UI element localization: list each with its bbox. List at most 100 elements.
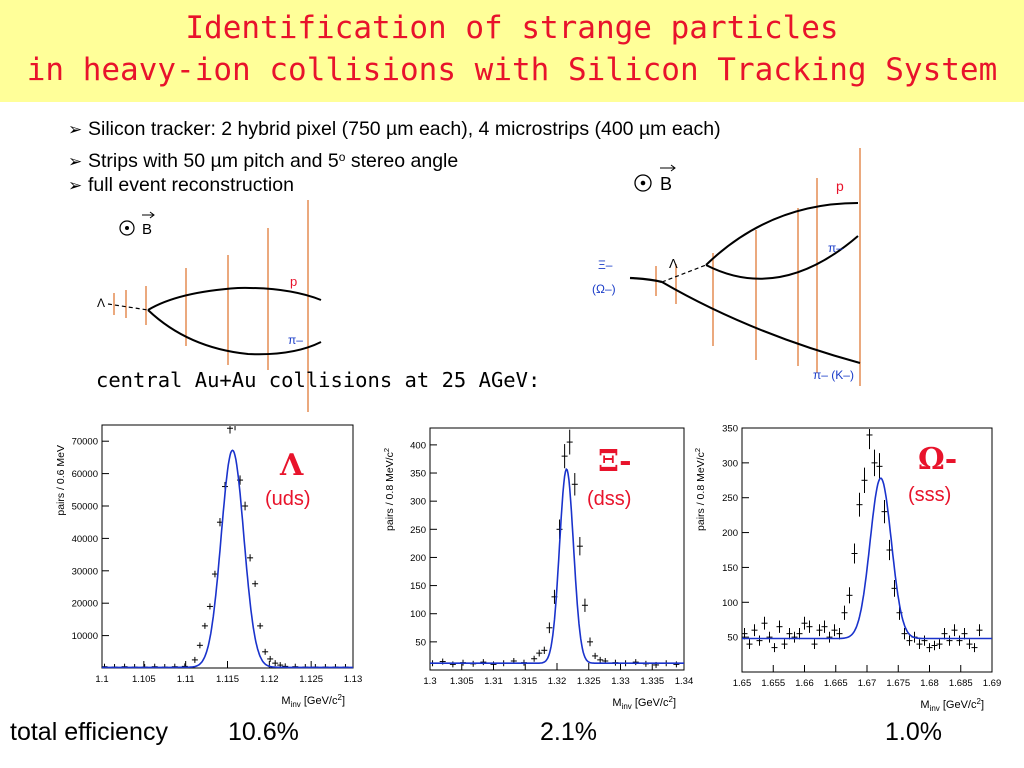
fit-curve [430, 467, 684, 664]
bullet-list: ➢ Silicon tracker: 2 hybrid pixel (750 µm… [68, 115, 721, 199]
data-point [786, 627, 793, 640]
field-dot-icon [125, 226, 129, 230]
data-point [561, 444, 568, 469]
arrow-bullet-icon: ➢ [68, 120, 83, 139]
slide-title-line-1: Identification of strange particles [185, 10, 839, 46]
y-tick-label: 70000 [72, 437, 98, 448]
field-dot-icon [640, 180, 646, 186]
omega-label: (Ω–) [592, 282, 616, 296]
pion-label: π– [828, 241, 843, 255]
x-tick-label: 1.13 [344, 674, 363, 685]
x-tick-label: 1.1 [95, 674, 108, 685]
x-tick-label: 1.105 [132, 674, 156, 685]
arrow-bullet-icon: ➢ [68, 176, 83, 195]
data-point [257, 622, 264, 629]
data-point [242, 501, 249, 511]
lambda-label: Λ [669, 256, 678, 271]
data-point [866, 429, 873, 450]
data-point [536, 649, 543, 657]
data-point [781, 639, 788, 649]
data-point [581, 598, 588, 612]
x-tick-label: 1.315 [513, 676, 537, 687]
y-tick-label: 400 [410, 440, 426, 451]
data-point [976, 624, 983, 637]
x-tick-label: 1.3 [423, 676, 436, 687]
bullet-item: ➢ full event reconstruction [68, 171, 721, 199]
fit-curve [742, 477, 992, 640]
proton-label: p [290, 274, 297, 289]
fit-curve [102, 449, 353, 669]
x-tick-label: 1.685 [949, 678, 973, 689]
data-point [876, 453, 883, 480]
data-point [801, 616, 808, 630]
bullet-item: ➢ Strips with 50 µm pitch and 5o stereo a… [68, 143, 721, 172]
y-tick-label: 10000 [72, 631, 98, 642]
y-tick-label: 300 [722, 458, 738, 469]
y-tick-label: 350 [410, 469, 426, 480]
data-point [191, 656, 198, 663]
data-point [531, 655, 538, 662]
y-axis-label: pairs / 0.8 MeV/c2 [695, 448, 707, 531]
lambda-track [661, 264, 707, 283]
x-axis-label: Minv [GeV/c2] [920, 697, 984, 713]
data-point [771, 643, 778, 653]
degree-superscript: o [338, 150, 346, 164]
data-point [566, 429, 573, 455]
pion-kaon-track [661, 281, 861, 364]
proton-track [705, 202, 859, 266]
y-tick-label: 350 [722, 424, 738, 435]
data-point [906, 635, 913, 646]
field-indicator: B [119, 211, 155, 238]
data-point [871, 449, 878, 477]
data-point [811, 639, 818, 649]
x-tick-label: 1.655 [761, 678, 785, 689]
data-point [587, 637, 594, 647]
y-axis-label: pairs / 0.6 MeV [55, 445, 67, 516]
omega-quarks: (sss) [908, 484, 952, 506]
data-point [751, 624, 758, 637]
data-point [541, 646, 548, 654]
data-point [267, 655, 274, 662]
x-tick-label: 1.65 [733, 678, 752, 689]
xi-efficiency: 2.1% [540, 718, 597, 746]
pion-label: π– [288, 333, 303, 347]
data-point [846, 587, 853, 604]
xi-label: Ξ– [598, 258, 613, 272]
x-tick-label: 1.67 [858, 678, 877, 689]
data-point [761, 616, 768, 630]
x-tick-label: 1.69 [983, 678, 1002, 689]
data-point [941, 627, 948, 640]
y-tick-label: 50 [415, 637, 426, 648]
y-tick-label: 300 [410, 497, 426, 508]
y-tick-label: 100 [722, 598, 738, 609]
detector-planes [655, 148, 861, 386]
data-point [232, 424, 239, 431]
data-point [490, 661, 497, 668]
data-point [449, 661, 456, 668]
data-point [756, 635, 763, 646]
data-point [571, 473, 578, 496]
xi-track [629, 276, 663, 284]
x-tick-label: 1.68 [920, 678, 939, 689]
data-point [227, 426, 234, 434]
data-point [851, 543, 858, 564]
x-tick-label: 1.115 [216, 674, 239, 685]
data-point [746, 639, 753, 649]
x-tick-label: 1.32 [548, 676, 567, 687]
data-point [831, 624, 838, 637]
y-tick-label: 250 [410, 525, 426, 536]
x-tick-label: 1.335 [640, 676, 664, 687]
proton-label: p [836, 178, 844, 194]
xi-quarks: (dss) [587, 488, 632, 510]
data-point [196, 642, 203, 649]
xi-omega-decay-diagram: B Ξ– (Ω–) Λ p π– π– (K–) [592, 148, 861, 386]
data-point [961, 627, 968, 640]
y-tick-label: 200 [410, 553, 426, 564]
data-point [806, 620, 813, 633]
data-point [826, 631, 833, 643]
data-point [916, 639, 923, 649]
data-point [881, 500, 888, 524]
field-indicator: B [634, 164, 676, 194]
data-point [821, 620, 828, 633]
field-label: B [660, 174, 672, 194]
